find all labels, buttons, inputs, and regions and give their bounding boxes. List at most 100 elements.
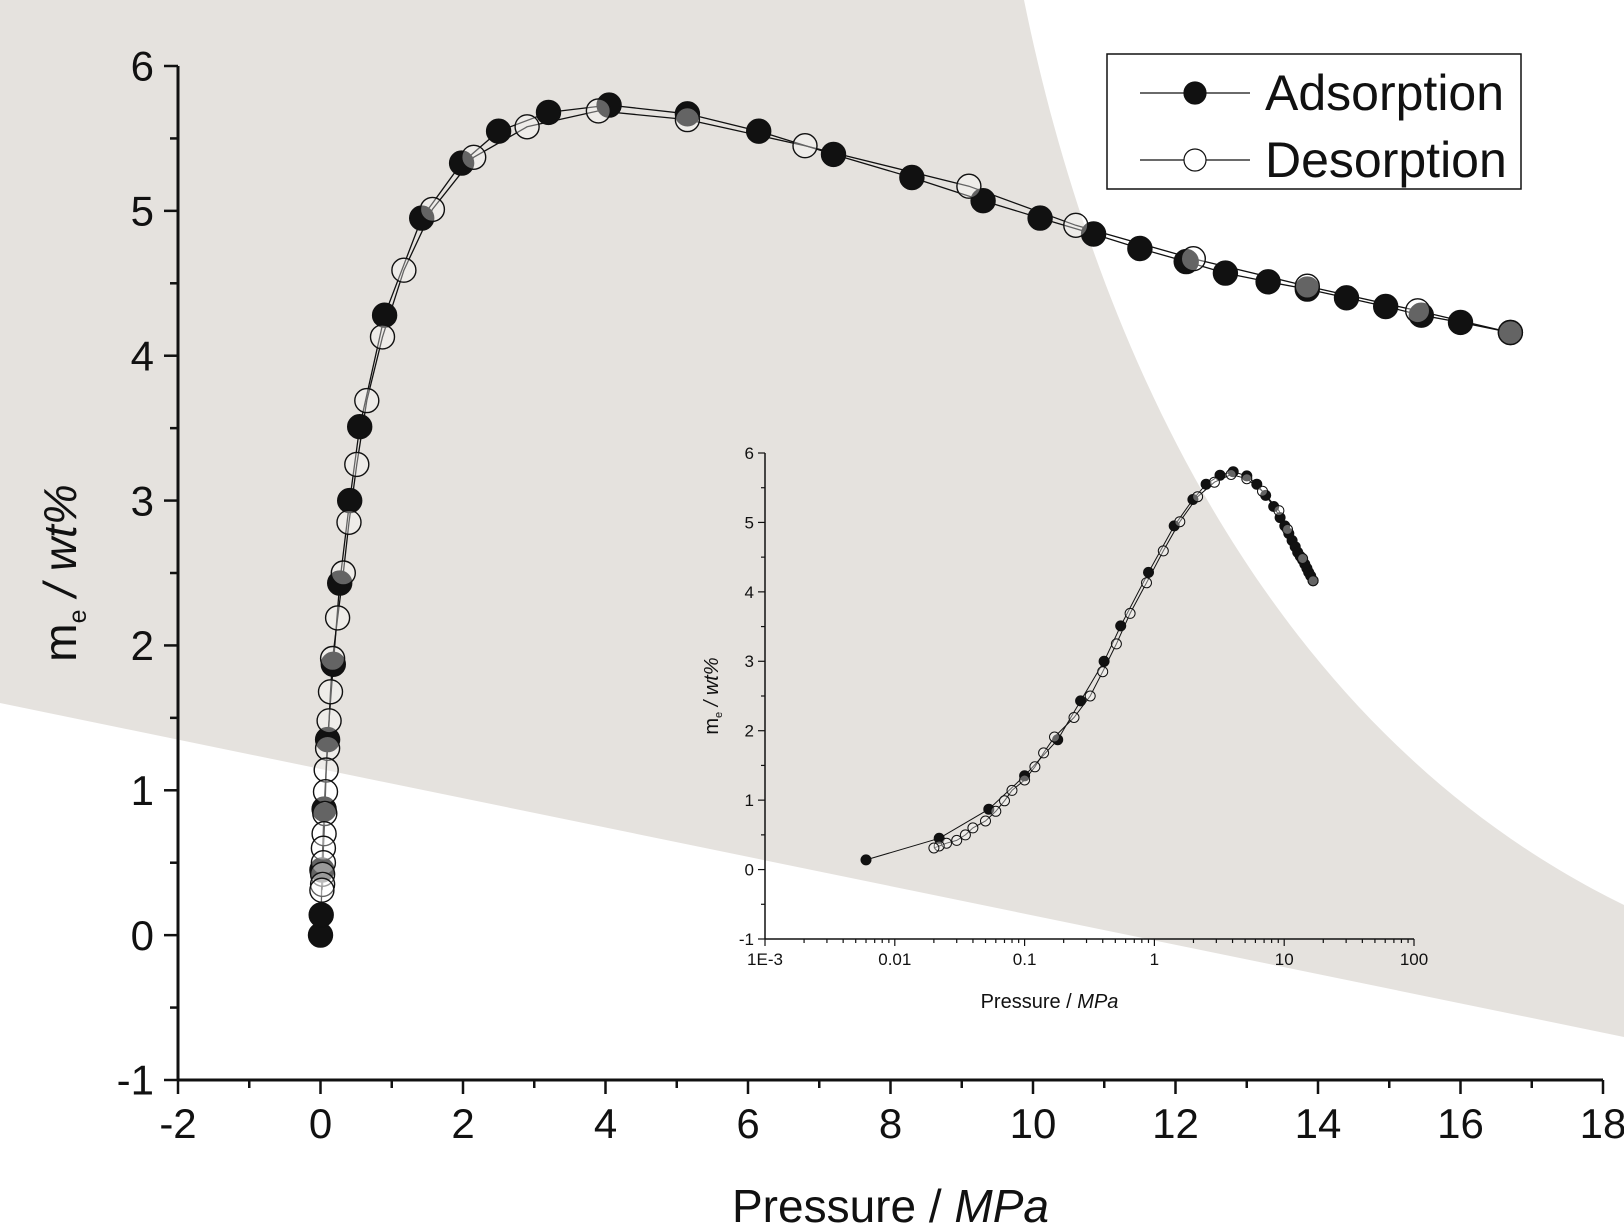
main-adsorption-point bbox=[347, 414, 373, 440]
inset-series-1-point bbox=[1168, 520, 1180, 532]
legend-adsorption-marker bbox=[1183, 81, 1207, 105]
inset-series-1-point bbox=[1098, 655, 1110, 667]
inset-series-2-point bbox=[967, 822, 979, 834]
main-adsorption-point bbox=[1027, 205, 1053, 231]
inset-series-2-point bbox=[1019, 774, 1031, 786]
main-desorption-point bbox=[316, 708, 342, 734]
inset-series-1-point bbox=[1241, 470, 1253, 482]
main-y-tick-label: 4 bbox=[131, 332, 154, 379]
main-x-tick-label: 12 bbox=[1152, 1100, 1199, 1147]
main-desorption-point bbox=[310, 835, 337, 861]
inset-series-2-point bbox=[1225, 469, 1237, 480]
main-adsorption-point bbox=[308, 902, 334, 928]
main-x-tick-label: -2 bbox=[159, 1100, 196, 1147]
inset-y-tick-label: 5 bbox=[745, 513, 754, 532]
inset-x-tick-label: 1E-3 bbox=[747, 950, 783, 969]
main-y-tick-label: 5 bbox=[131, 188, 154, 235]
inset-series-1-point bbox=[1200, 478, 1212, 490]
main-y-tick-label: 1 bbox=[131, 767, 154, 814]
main-adsorption-point bbox=[535, 99, 562, 126]
main-desorption-point bbox=[312, 779, 339, 805]
main-adsorption-point bbox=[448, 150, 475, 176]
main-x-tick-label: 8 bbox=[879, 1100, 902, 1147]
main-desorption-point bbox=[311, 821, 337, 847]
main-adsorption-point bbox=[674, 101, 701, 127]
main-adsorption-point bbox=[1372, 293, 1399, 320]
main-desorption-point bbox=[312, 800, 338, 827]
inset-x-tick-label: 10 bbox=[1275, 950, 1294, 969]
main-desorption-point bbox=[585, 98, 612, 124]
inset-series-2-point bbox=[999, 795, 1010, 807]
main-desorption-point bbox=[792, 132, 818, 159]
inset-series-2-point bbox=[1282, 523, 1293, 535]
inset-series-1-point bbox=[1115, 620, 1127, 632]
main-y-tick-label: 2 bbox=[131, 622, 154, 669]
main-desorption-point bbox=[1294, 273, 1321, 299]
main-desorption-point bbox=[309, 877, 335, 903]
main-x-tick-label: 0 bbox=[309, 1100, 332, 1147]
main-adsorption-point bbox=[746, 118, 772, 144]
inset-series-2-point bbox=[980, 815, 991, 827]
inset-series-2-point bbox=[1157, 545, 1169, 557]
main-desorption-point bbox=[956, 173, 982, 199]
main-adsorption-point bbox=[1127, 235, 1153, 262]
inset-series-2-point bbox=[1241, 473, 1253, 485]
main-desorption-point bbox=[674, 106, 701, 133]
main-desorption-point bbox=[514, 114, 540, 140]
main-y-tick-label: 0 bbox=[131, 912, 154, 959]
legend-adsorption-label: Adsorption bbox=[1265, 65, 1504, 121]
main-adsorption-point bbox=[899, 164, 925, 191]
main-adsorption-point bbox=[1447, 309, 1474, 336]
main-desorption-point bbox=[354, 387, 380, 414]
inset-series-2-point bbox=[1029, 761, 1041, 773]
main-desorption-point bbox=[1497, 319, 1524, 346]
main-y-axis-title: me / wt% bbox=[34, 484, 92, 661]
inset-x-axis-title: Pressure / MPa bbox=[981, 991, 1119, 1013]
inset-x-tick-label: 1 bbox=[1150, 950, 1159, 969]
main-desorption-point bbox=[317, 679, 344, 705]
main-desorption-point bbox=[369, 324, 396, 350]
inset-series-2-point bbox=[990, 805, 1002, 817]
legend-desorption-marker bbox=[1183, 148, 1207, 172]
main-desorption-point bbox=[313, 757, 339, 783]
legend: Adsorption Desorption bbox=[1106, 53, 1522, 190]
inset-series-2-point bbox=[1110, 638, 1122, 650]
main-desorption-point bbox=[461, 144, 487, 171]
main-desorption-point bbox=[1180, 246, 1207, 272]
inset-series-2-point bbox=[1049, 731, 1060, 743]
main-y-tick-label: 6 bbox=[131, 43, 154, 90]
inset-series-2-point bbox=[1084, 690, 1096, 702]
inset-x-tick-label: 0.01 bbox=[878, 950, 911, 969]
main-x-tick-label: 4 bbox=[594, 1100, 617, 1147]
inset-series-2-point bbox=[1257, 485, 1268, 497]
main-adsorption-point bbox=[327, 570, 353, 596]
inset-y-tick-label: -1 bbox=[739, 930, 754, 949]
main-desorption-point bbox=[344, 451, 370, 478]
inset-series-2-point bbox=[1174, 516, 1186, 528]
main-desorption-point bbox=[1063, 212, 1089, 239]
inset-series-1-point bbox=[1143, 566, 1154, 578]
main-x-tick-label: 14 bbox=[1295, 1100, 1342, 1147]
main-adsorption-point bbox=[1408, 302, 1435, 328]
inset-series-2-point bbox=[1068, 712, 1080, 723]
inset-y-tick-label: 4 bbox=[745, 583, 754, 602]
main-adsorption-point bbox=[409, 205, 435, 231]
inset-x-tick-label: 0.1 bbox=[1013, 950, 1037, 969]
main-y-tick-label: 3 bbox=[131, 477, 154, 524]
main-y-tick-label: -1 bbox=[117, 1057, 154, 1104]
main-adsorption-point bbox=[820, 141, 847, 168]
inset-series-1-point bbox=[1019, 770, 1031, 782]
main-desorption-point bbox=[309, 871, 336, 898]
inset-series-2-point bbox=[1097, 666, 1109, 678]
legend-box bbox=[1106, 53, 1522, 190]
main-adsorption-point bbox=[485, 118, 512, 144]
inset-plot: -1 0 1 2 3 4 5 6 1E-3 0.01 0.1 1 10 100 Pressure / MPa… bbox=[701, 444, 1428, 1013]
main-desorption-point bbox=[319, 645, 346, 672]
main-desorption-point bbox=[324, 605, 351, 631]
main-x-tick-label: 2 bbox=[451, 1100, 474, 1147]
main-adsorption-point bbox=[371, 302, 398, 328]
inset-x-tick-label: 100 bbox=[1400, 950, 1428, 969]
main-adsorption-point bbox=[1212, 260, 1239, 286]
